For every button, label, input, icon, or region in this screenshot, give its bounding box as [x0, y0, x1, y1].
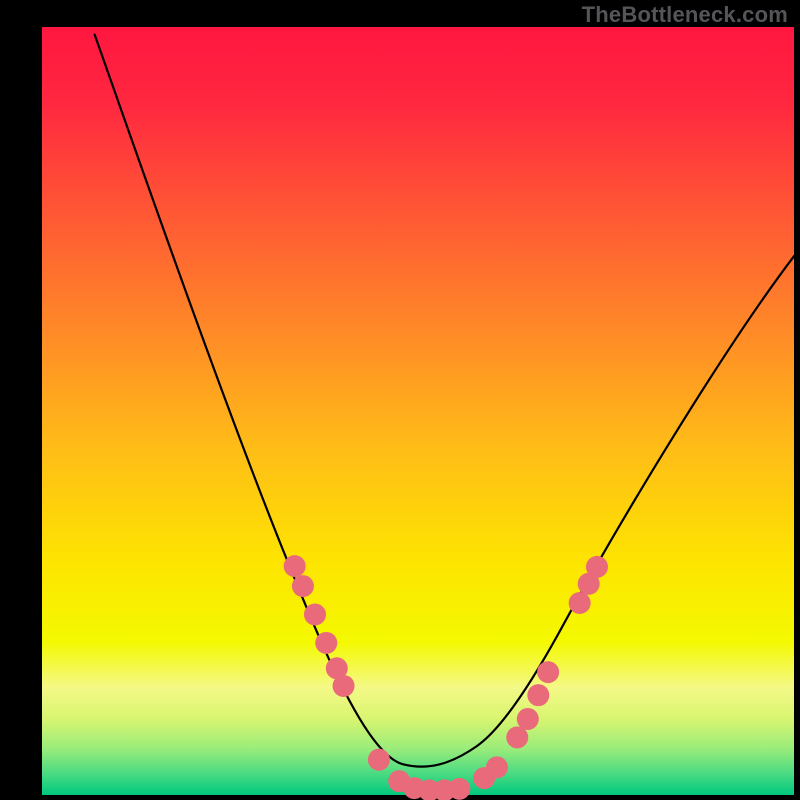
data-marker: [486, 756, 508, 778]
chart-svg: [0, 0, 800, 800]
data-marker: [569, 592, 591, 614]
data-marker: [517, 708, 539, 730]
chart-frame: TheBottleneck.com: [0, 0, 800, 800]
data-marker: [527, 684, 549, 706]
data-marker: [333, 675, 355, 697]
bottleneck-curve: [95, 35, 794, 767]
data-marker: [315, 632, 337, 654]
data-marker: [537, 661, 559, 683]
data-marker: [448, 778, 470, 800]
data-marker: [284, 555, 306, 577]
data-marker: [304, 604, 326, 626]
data-marker: [586, 556, 608, 578]
data-marker: [368, 749, 390, 771]
data-marker: [292, 575, 314, 597]
watermark-text: TheBottleneck.com: [582, 2, 788, 28]
data-marker: [506, 726, 528, 748]
